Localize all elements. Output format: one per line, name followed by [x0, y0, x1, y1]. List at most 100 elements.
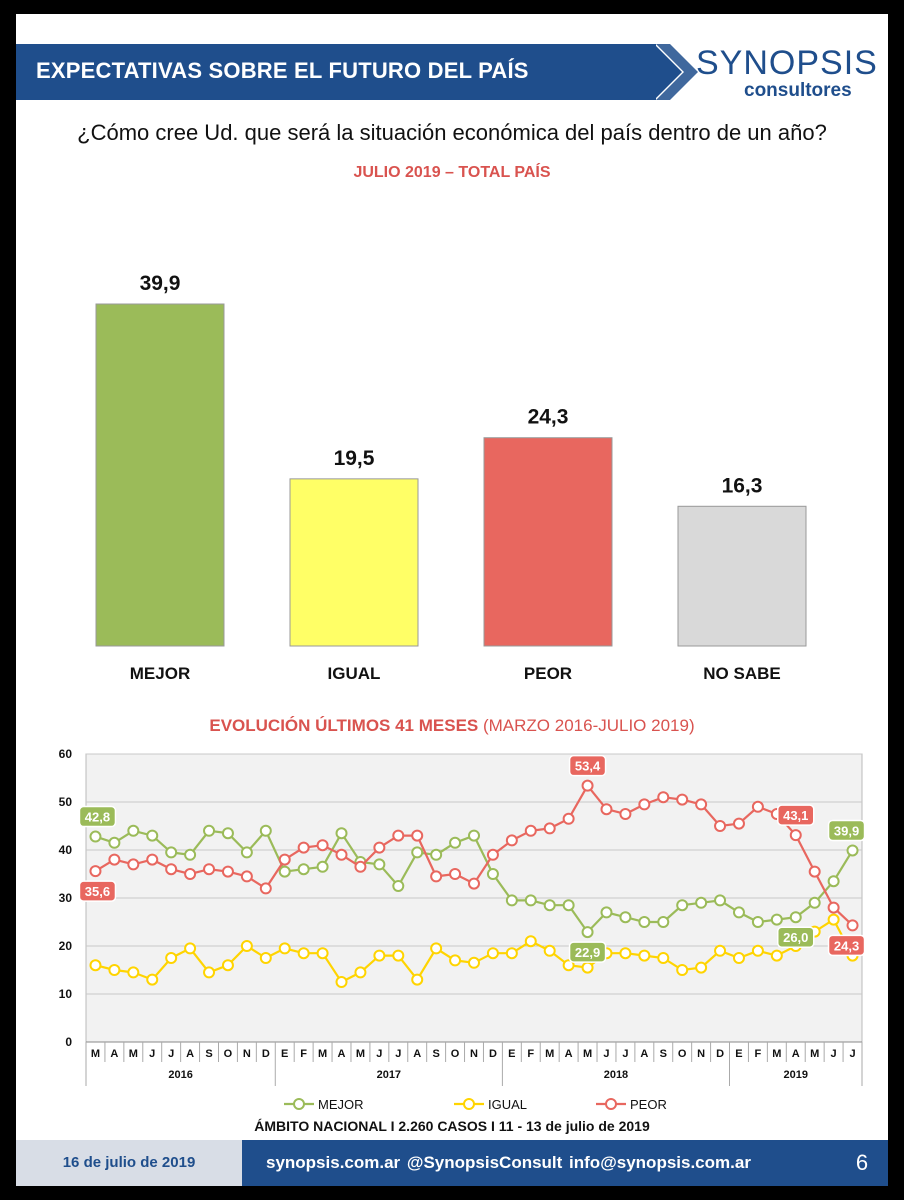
point-mejor	[827, 875, 840, 888]
point-igual	[714, 944, 727, 957]
header-title: EXPECTATIVAS SOBRE EL FUTURO DEL PAÍS	[36, 58, 529, 83]
point-peor	[505, 834, 518, 847]
point-igual	[411, 973, 424, 986]
x-tick-label: N	[470, 1048, 478, 1060]
x-tick-label: A	[413, 1048, 421, 1060]
x-tick-label: F	[300, 1048, 307, 1060]
legend-label: IGUAL	[488, 1097, 527, 1112]
point-peor	[486, 848, 499, 861]
x-tick-label: A	[792, 1048, 800, 1060]
point-peor	[827, 901, 840, 914]
point-igual	[259, 952, 272, 964]
point-peor	[221, 865, 234, 878]
point-mejor	[770, 913, 783, 926]
y-tick-label: 30	[59, 891, 73, 905]
x-tick-label: A	[565, 1048, 573, 1060]
x-tick-label: M	[91, 1048, 100, 1060]
callout-label: 53,4	[575, 759, 601, 774]
x-tick-label: M	[810, 1048, 819, 1060]
point-igual	[297, 947, 310, 960]
bar-value-label: 39,9	[140, 272, 181, 295]
x-tick-label: N	[243, 1048, 251, 1060]
y-tick-label: 10	[59, 987, 73, 1001]
x-tick-label: J	[395, 1048, 401, 1060]
point-peor	[203, 863, 216, 876]
point-mejor	[146, 829, 159, 842]
bar-category-label: PEOR	[524, 664, 572, 683]
logo-wordmark: SYNOPSIS	[696, 44, 878, 82]
point-peor	[411, 829, 424, 842]
point-peor	[789, 829, 802, 842]
year-label: 2016	[168, 1069, 192, 1081]
bar-igual	[289, 478, 419, 647]
x-tick-label: J	[376, 1048, 382, 1060]
point-peor	[468, 877, 480, 890]
point-igual	[127, 966, 140, 979]
x-tick-label: J	[831, 1048, 837, 1060]
point-peor	[184, 868, 197, 880]
x-tick-label: S	[432, 1048, 439, 1060]
callout-box	[827, 934, 866, 957]
y-tick-label: 0	[65, 1035, 72, 1049]
x-tick-label: S	[660, 1048, 667, 1060]
point-peor	[808, 865, 821, 878]
point-igual	[732, 952, 745, 964]
y-tick-label: 40	[59, 843, 73, 857]
callout-box	[827, 819, 866, 842]
point-mejor	[524, 894, 537, 907]
point-mejor	[751, 916, 764, 928]
x-tick-label: F	[527, 1048, 534, 1060]
point-igual	[184, 942, 197, 955]
page-number: 6	[855, 1150, 869, 1175]
line-chart-title-range: (MARZO 2016-JULIO 2019)	[482, 716, 695, 735]
callout-label: 26,0	[783, 930, 808, 945]
point-peor	[581, 779, 594, 792]
x-tick-label: A	[186, 1048, 194, 1060]
point-mejor	[714, 894, 727, 907]
point-igual	[373, 949, 386, 962]
point-mejor	[449, 836, 462, 849]
x-tick-label: N	[697, 1048, 705, 1060]
point-mejor	[486, 868, 499, 880]
point-mejor	[127, 824, 140, 837]
x-tick-label: J	[849, 1048, 855, 1060]
point-igual	[562, 959, 575, 972]
line-chart-title-bold: EVOLUCIÓN ÚLTIMOS 41 MESES	[209, 716, 479, 735]
bar-category-label: IGUAL	[328, 664, 381, 683]
point-mejor	[808, 896, 821, 909]
x-tick-label: D	[716, 1048, 724, 1060]
point-peor	[127, 858, 140, 871]
callout-label: 22,9	[575, 945, 600, 960]
point-peor	[316, 839, 329, 852]
point-mejor	[638, 916, 651, 928]
callout-box	[568, 941, 607, 963]
legend-label: PEOR	[630, 1097, 667, 1112]
bar-chart-title: JULIO 2019 – TOTAL PAÍS	[353, 164, 551, 181]
point-mejor	[240, 846, 253, 859]
callout-box	[78, 880, 117, 902]
footer-date: 16 de julio de 2019	[16, 1140, 242, 1186]
point-mejor	[278, 865, 291, 878]
point-mejor	[373, 858, 386, 871]
point-peor	[259, 882, 272, 895]
x-tick-label: D	[489, 1048, 497, 1060]
point-igual	[638, 949, 651, 962]
point-mejor	[468, 829, 480, 842]
point-mejor	[562, 899, 575, 912]
point-peor	[543, 822, 556, 835]
point-peor	[562, 812, 575, 825]
point-mejor	[846, 844, 859, 857]
point-peor	[732, 817, 745, 830]
point-peor	[373, 841, 386, 854]
footnote: ÁMBITO NACIONAL I 2.260 CASOS I 11 - 13 …	[254, 1118, 650, 1134]
point-mejor	[732, 906, 745, 919]
point-peor	[297, 841, 310, 854]
bar-mejor	[95, 303, 225, 647]
point-igual	[278, 942, 291, 955]
point-mejor	[108, 836, 121, 849]
point-mejor	[430, 848, 443, 861]
point-mejor	[789, 911, 802, 924]
slide: EXPECTATIVAS SOBRE EL FUTURO DEL PAÍS SY…	[16, 14, 888, 1186]
point-peor	[638, 798, 651, 811]
point-peor	[335, 848, 348, 861]
